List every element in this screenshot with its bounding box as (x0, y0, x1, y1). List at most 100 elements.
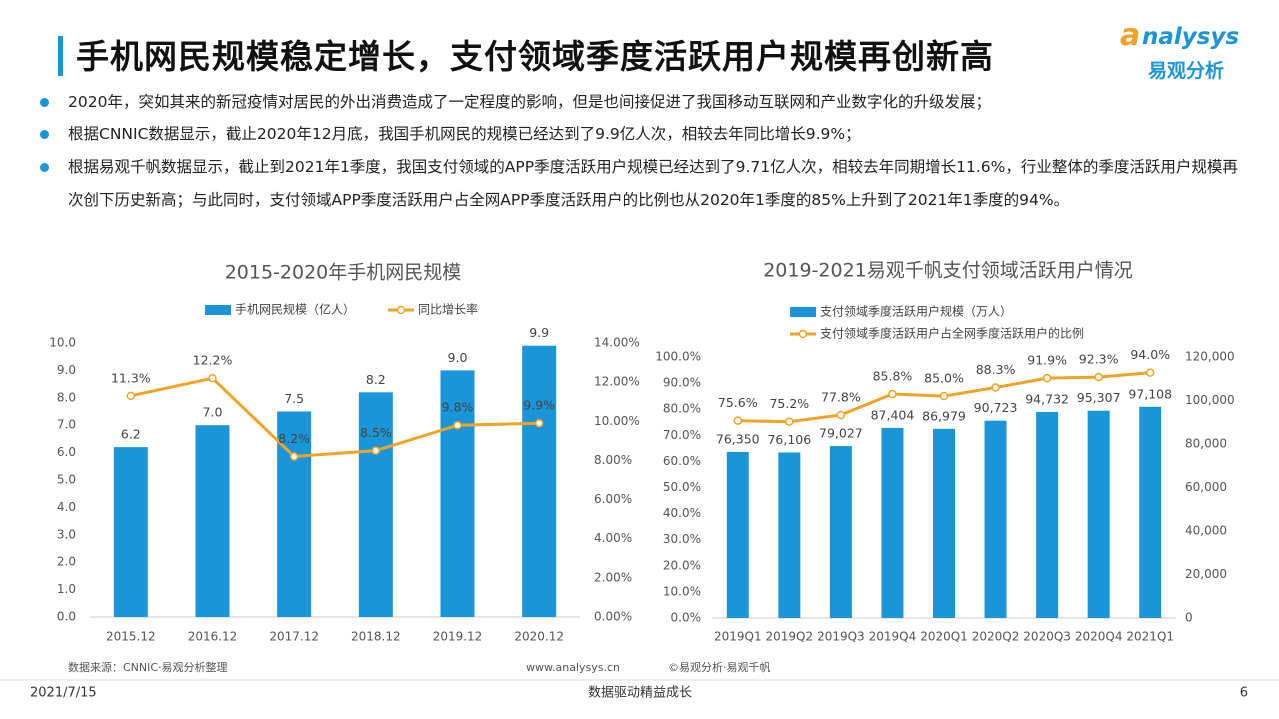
tick-label: 10.00% (594, 414, 640, 428)
tick-label: 3.0 (57, 527, 76, 541)
tick-label: 60.0% (663, 454, 701, 468)
tick-label: 7.0 (57, 418, 76, 432)
x-tick-label: 2015.12 (106, 630, 156, 644)
line-value-label: 94.0% (1130, 347, 1170, 362)
bar-value-label: 90,723 (974, 400, 1018, 415)
bullet-text: 2020年，突如其来的新冠疫情对居民的外出消费造成了一定程度的影响，但是也间接促… (68, 93, 991, 111)
page-number: 6 (1240, 686, 1248, 701)
tick-label: 10.0% (663, 584, 701, 598)
bullet-text: 根据CNNIC数据显示，截止2020年12月底，我国手机网民的规模已经达到了9.… (68, 125, 861, 143)
line-marker (534, 418, 544, 428)
line-marker (289, 452, 299, 461)
tick-label: 1.0 (57, 582, 76, 596)
tick-label: 70.0% (663, 428, 701, 442)
bar-value-label: 97,108 (1128, 386, 1172, 401)
line-value-label: 88.3% (976, 362, 1016, 377)
line-marker (126, 391, 136, 401)
bar (1036, 411, 1059, 618)
x-tick-label: 2019.12 (433, 630, 483, 644)
tick-label: 90.0% (663, 376, 701, 390)
tick-label: 8.0 (57, 390, 76, 404)
logo-mark: a (1120, 18, 1141, 53)
source-note: 数据来源：CNNIC·易观分析整理 (68, 660, 228, 674)
bar-value-label: 9.0 (448, 350, 468, 365)
title-accent (58, 36, 63, 76)
tick-label: 4.00% (594, 531, 632, 545)
x-tick-label: 2019Q1 (714, 630, 762, 644)
line-marker (1042, 373, 1052, 383)
line-marker (1094, 372, 1103, 382)
chart-title: 2019-2021易观千帆支付领域活跃用户情况 (763, 260, 1133, 282)
tick-label: 30.0% (663, 532, 701, 546)
bullet-dot (40, 98, 49, 107)
line-value-label: 92.3% (1079, 352, 1119, 367)
source-note: ©易观分析·易观千帆 (668, 660, 771, 674)
chart-title: 2015-2020年手机网民规模 (225, 262, 462, 284)
x-tick-label: 2020Q2 (972, 630, 1020, 644)
line-value-label: 8.5% (360, 425, 392, 440)
tick-label: 6.00% (594, 492, 632, 506)
tick-label: 80.0% (663, 402, 701, 416)
tick-label: 100.0% (655, 350, 701, 364)
tick-label: 2.00% (594, 570, 632, 584)
bar-value-label: 7.0 (203, 405, 223, 420)
legend-swatch (205, 305, 231, 315)
tick-label: 10.0 (49, 336, 76, 350)
legend-swatch (396, 305, 406, 315)
tick-label: 40.0% (663, 506, 701, 520)
x-tick-label: 2019Q3 (817, 630, 865, 644)
x-tick-label: 2020Q4 (1075, 630, 1123, 644)
legend-label: 支付领域季度活跃用户规模（万人） (820, 304, 1012, 319)
line-value-label: 9.8% (442, 400, 474, 415)
line-value-label: 77.8% (821, 389, 861, 404)
slide-title: 手机网民规模稳定增长，支付领域季度活跃用户规模再创新高 (76, 37, 994, 76)
x-tick-label: 2016.12 (188, 630, 238, 644)
x-tick-label: 2020Q3 (1023, 630, 1071, 644)
line-value-label: 75.2% (769, 396, 809, 411)
legend-label: 手机网民规模（亿人） (235, 302, 355, 317)
logo-cn: 易观分析 (1148, 60, 1225, 82)
source-url: www.analysys.cn (526, 661, 620, 674)
bar (358, 392, 393, 617)
line-value-label: 75.6% (718, 395, 758, 410)
line-marker (888, 389, 897, 399)
logo: nalysys (1142, 24, 1240, 50)
bar (829, 446, 852, 618)
bar-value-label: 8.2 (366, 372, 386, 387)
tick-label: 100,000 (1185, 393, 1235, 407)
tick-label: 9.0 (57, 363, 76, 377)
bar (195, 425, 230, 617)
line-marker (939, 391, 949, 401)
tick-label: 5.0 (57, 473, 76, 487)
bar-value-label: 76,106 (767, 432, 811, 447)
bar-value-label: 94,732 (1025, 391, 1069, 406)
bullet-dot (40, 130, 49, 139)
line-value-label: 85.8% (873, 369, 913, 384)
bar (440, 370, 475, 617)
bar (881, 427, 904, 618)
tick-label: 40,000 (1185, 524, 1227, 538)
x-tick-label: 2019Q2 (766, 630, 814, 644)
bar (778, 452, 801, 618)
bar (1139, 406, 1162, 618)
tick-label: 50.0% (663, 480, 701, 494)
tick-label: 0.0% (671, 611, 702, 625)
x-tick-label: 2020Q1 (920, 630, 968, 644)
x-tick-label: 2019Q4 (869, 630, 917, 644)
bar (522, 345, 557, 617)
tick-label: 0 (1185, 611, 1193, 625)
bar-value-label: 95,307 (1077, 390, 1121, 405)
line-marker (785, 417, 794, 426)
line-value-label: 11.3% (111, 370, 151, 385)
bullet-dot (40, 163, 49, 172)
tick-label: 14.00% (594, 336, 640, 350)
bar-value-label: 79,027 (819, 426, 863, 441)
line-marker (453, 420, 462, 430)
tick-label: 80,000 (1185, 437, 1227, 451)
bar (113, 447, 148, 617)
bar-value-label: 7.5 (284, 391, 304, 406)
line-value-label: 9.9% (523, 398, 555, 413)
line-marker (991, 383, 1000, 392)
